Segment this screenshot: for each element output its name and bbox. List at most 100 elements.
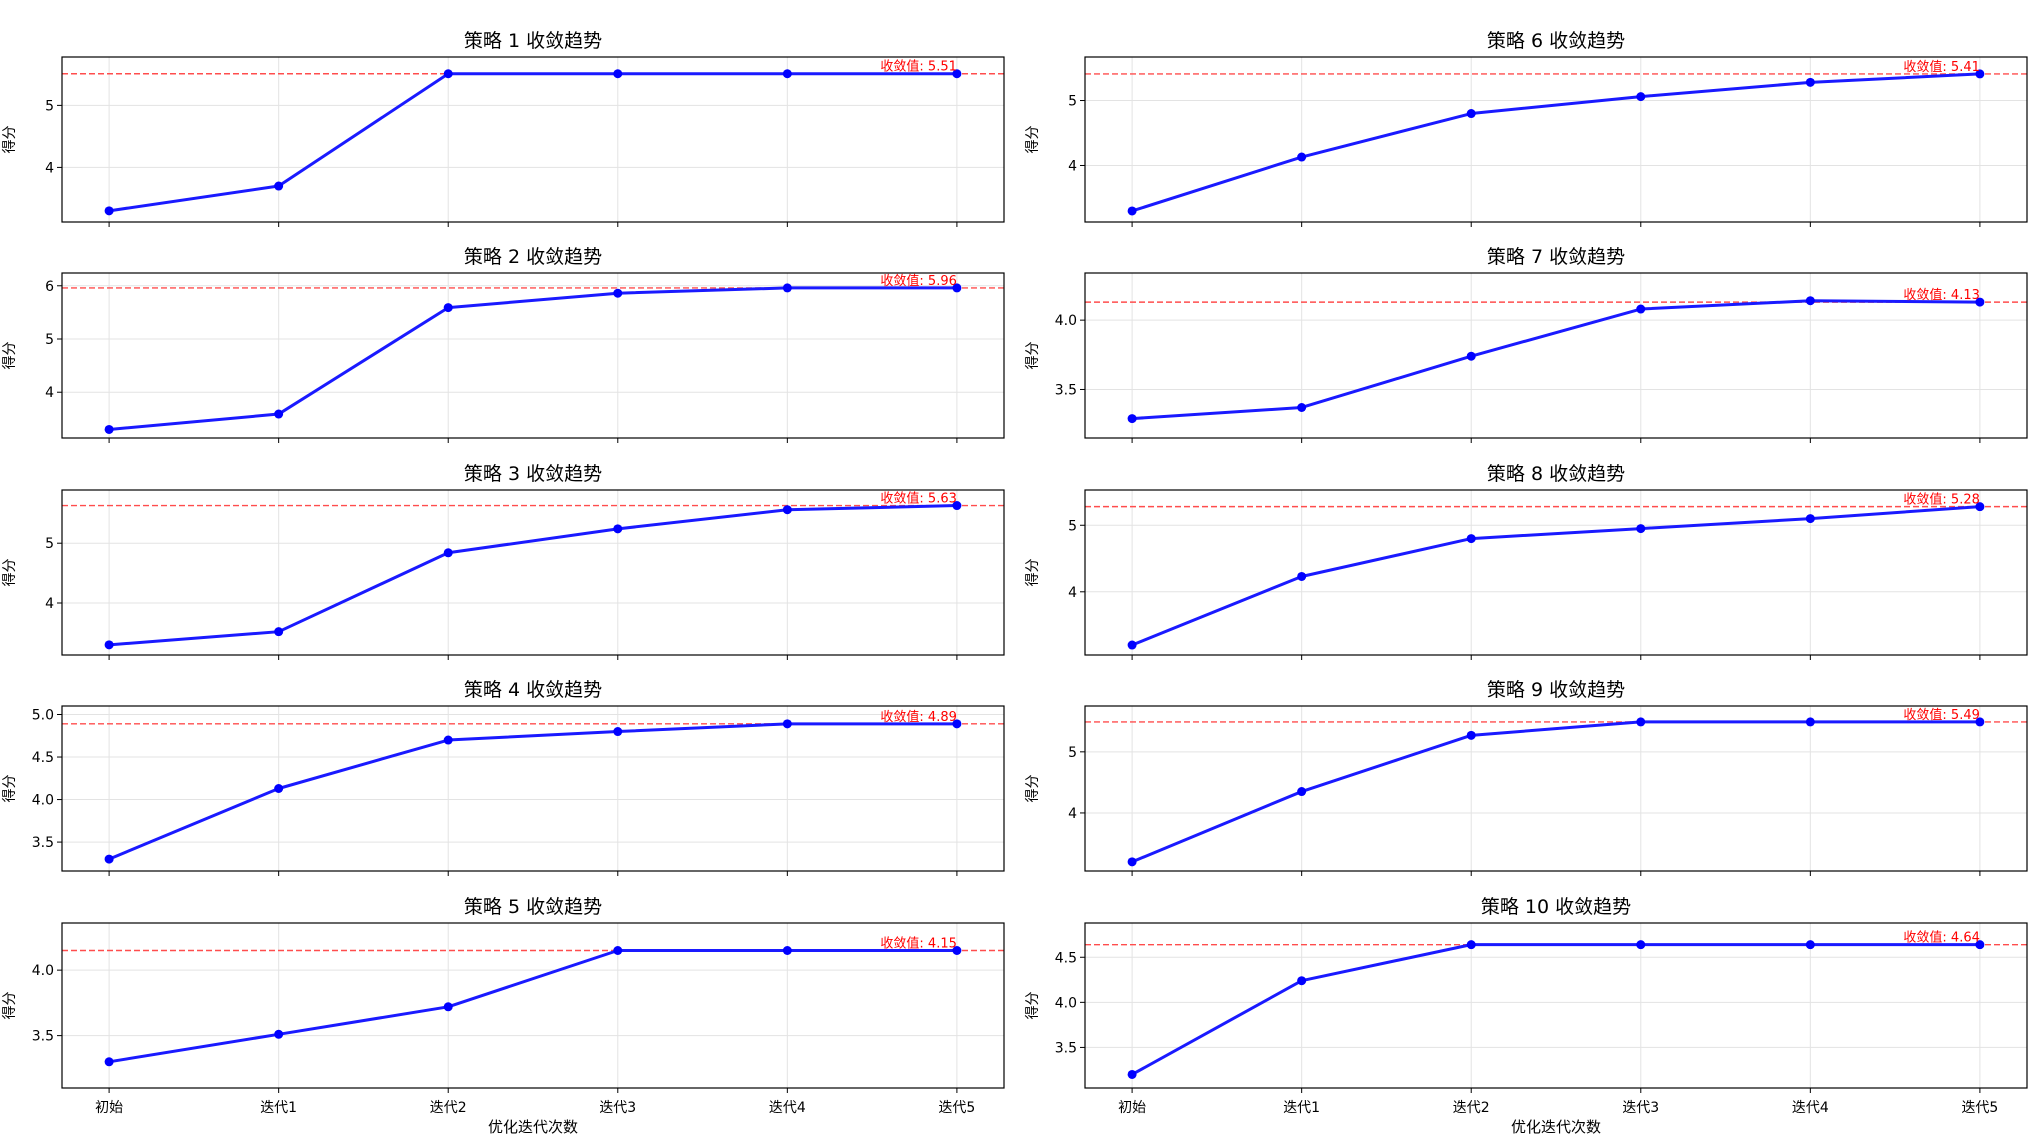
x-tick-label: 迭代3 <box>1622 1100 1659 1116</box>
y-tick-label: 4 <box>45 385 54 401</box>
y-tick-label: 5 <box>45 98 54 114</box>
y-axis-label: 得分 <box>1024 559 1041 587</box>
subplot-7: 策略 7 收敛趋势 3.5 4.0 得分 收敛值: 4.13 <box>1024 246 2028 443</box>
data-point <box>613 524 623 534</box>
data-point <box>782 946 792 955</box>
data-point <box>1466 109 1476 119</box>
subplot-title: 策略 6 收敛趋势 <box>1487 30 1625 52</box>
data-point <box>952 69 962 79</box>
data-point <box>1127 640 1137 650</box>
x-axis-label: 优化迭代次数 <box>488 1118 578 1136</box>
x-tick-label: 迭代5 <box>938 1100 975 1116</box>
data-point <box>274 1029 284 1039</box>
y-tick-label: 4 <box>45 160 54 176</box>
y-axis-label: 得分 <box>1 126 18 154</box>
data-point <box>952 283 962 293</box>
x-tick-label: 初始 <box>1118 1099 1146 1116</box>
data-point <box>952 946 962 955</box>
series-line <box>108 949 957 1064</box>
data-point <box>1297 787 1307 797</box>
data-point <box>1805 296 1815 306</box>
y-tick-label: 5 <box>1068 94 1077 110</box>
series-line <box>1131 505 1981 647</box>
convergence-label: 收敛值: 5.41 <box>1903 59 1979 75</box>
y-tick-label: 5 <box>45 536 54 552</box>
convergence-label: 收敛值: 4.89 <box>880 709 956 725</box>
series-line <box>108 72 957 213</box>
data-point <box>274 181 284 191</box>
subplot-title: 策略 4 收敛趋势 <box>464 679 602 701</box>
x-tick-label: 迭代2 <box>430 1100 467 1116</box>
data-point <box>443 303 453 313</box>
plot-frame <box>1084 489 2028 656</box>
data-point <box>274 784 284 793</box>
data-point <box>782 283 792 293</box>
subplot-title: 策略 7 收敛趋势 <box>1487 246 1625 268</box>
data-point <box>1636 92 1646 102</box>
series-line <box>1132 299 1980 421</box>
convergence-label: 收敛值: 4.13 <box>1903 287 1979 303</box>
y-axis-label: 得分 <box>1024 342 1041 370</box>
data-point <box>1805 77 1815 87</box>
subplot-title: 策略 10 收敛趋势 <box>1481 896 1631 918</box>
y-tick-label: 4 <box>1068 585 1077 601</box>
plot-frame <box>1084 56 2028 223</box>
y-tick-label: 5 <box>45 332 54 348</box>
data-point <box>104 206 114 216</box>
data-point <box>443 1002 453 1012</box>
subplot-title: 策略 3 收敛趋势 <box>464 463 602 485</box>
data-point <box>613 288 623 298</box>
data-point <box>613 69 623 79</box>
data-point <box>1975 717 1985 727</box>
subplot-title: 策略 5 收敛趋势 <box>464 896 602 918</box>
convergence-label: 收敛值: 5.96 <box>880 273 956 289</box>
data-point <box>1127 414 1137 424</box>
plot-frame <box>61 272 1005 439</box>
data-point <box>1805 940 1815 950</box>
data-point <box>1297 976 1307 986</box>
series-line <box>1131 720 1980 864</box>
data-point <box>1297 402 1307 412</box>
y-tick-label: 3.5 <box>32 1029 54 1045</box>
data-point <box>274 409 284 419</box>
data-point <box>1636 717 1646 727</box>
y-tick-label: 4.5 <box>32 750 54 766</box>
plot-frame <box>61 922 1005 1089</box>
data-point <box>1297 152 1307 162</box>
y-axis-label: 得分 <box>1 775 18 803</box>
series-line <box>1131 943 1980 1076</box>
data-point <box>782 69 792 79</box>
convergence-label: 收敛值: 5.51 <box>880 59 956 75</box>
y-tick-label: 4.0 <box>32 793 54 809</box>
data-point <box>952 719 962 729</box>
data-point <box>104 640 114 650</box>
y-tick-label: 4.0 <box>1055 313 1077 329</box>
data-point <box>1466 730 1476 740</box>
subplot-5: 策略 5 收敛趋势 3.5 4.0 初始 迭代1 迭代2 迭代3 迭代4 迭代5 得分优化迭代次数… <box>1 896 1005 1136</box>
convergence-label: 收敛值: 4.64 <box>1903 930 1979 946</box>
y-tick-label: 4 <box>1068 806 1077 822</box>
data-point <box>1636 524 1646 534</box>
y-tick-label: 6 <box>45 279 54 295</box>
data-point <box>1636 304 1646 314</box>
data-point <box>613 946 623 955</box>
subplot-title: 策略 2 收敛趋势 <box>464 246 602 268</box>
y-axis-label: 得分 <box>1024 775 1041 803</box>
data-point <box>613 727 623 737</box>
y-tick-label: 4.0 <box>1055 995 1077 1011</box>
subplot-1: 策略 1 收敛趋势 4 5 得分 收敛值: 5.51 <box>1 30 1005 227</box>
data-point <box>1466 940 1476 950</box>
data-point <box>1127 857 1137 867</box>
subplot-title: 策略 1 收敛趋势 <box>464 30 602 52</box>
plot-frame <box>1084 705 2028 872</box>
subplot-10: 策略 10 收敛趋势 3.5 4.0 4.5 初始 迭代1 迭代2 迭代3 迭代4 迭代5 得分优化… <box>1024 896 2028 1136</box>
y-tick-label: 5 <box>1068 518 1077 534</box>
data-point <box>1975 940 1985 950</box>
data-point <box>104 854 114 864</box>
data-point <box>1466 351 1476 361</box>
convergence-label: 收敛值: 4.15 <box>880 936 956 952</box>
subplot-8: 策略 8 收敛趋势 4 5 得分 收敛值: 5.28 <box>1024 463 2028 660</box>
x-tick-label: 迭代1 <box>1283 1100 1320 1116</box>
series-line <box>108 286 957 431</box>
